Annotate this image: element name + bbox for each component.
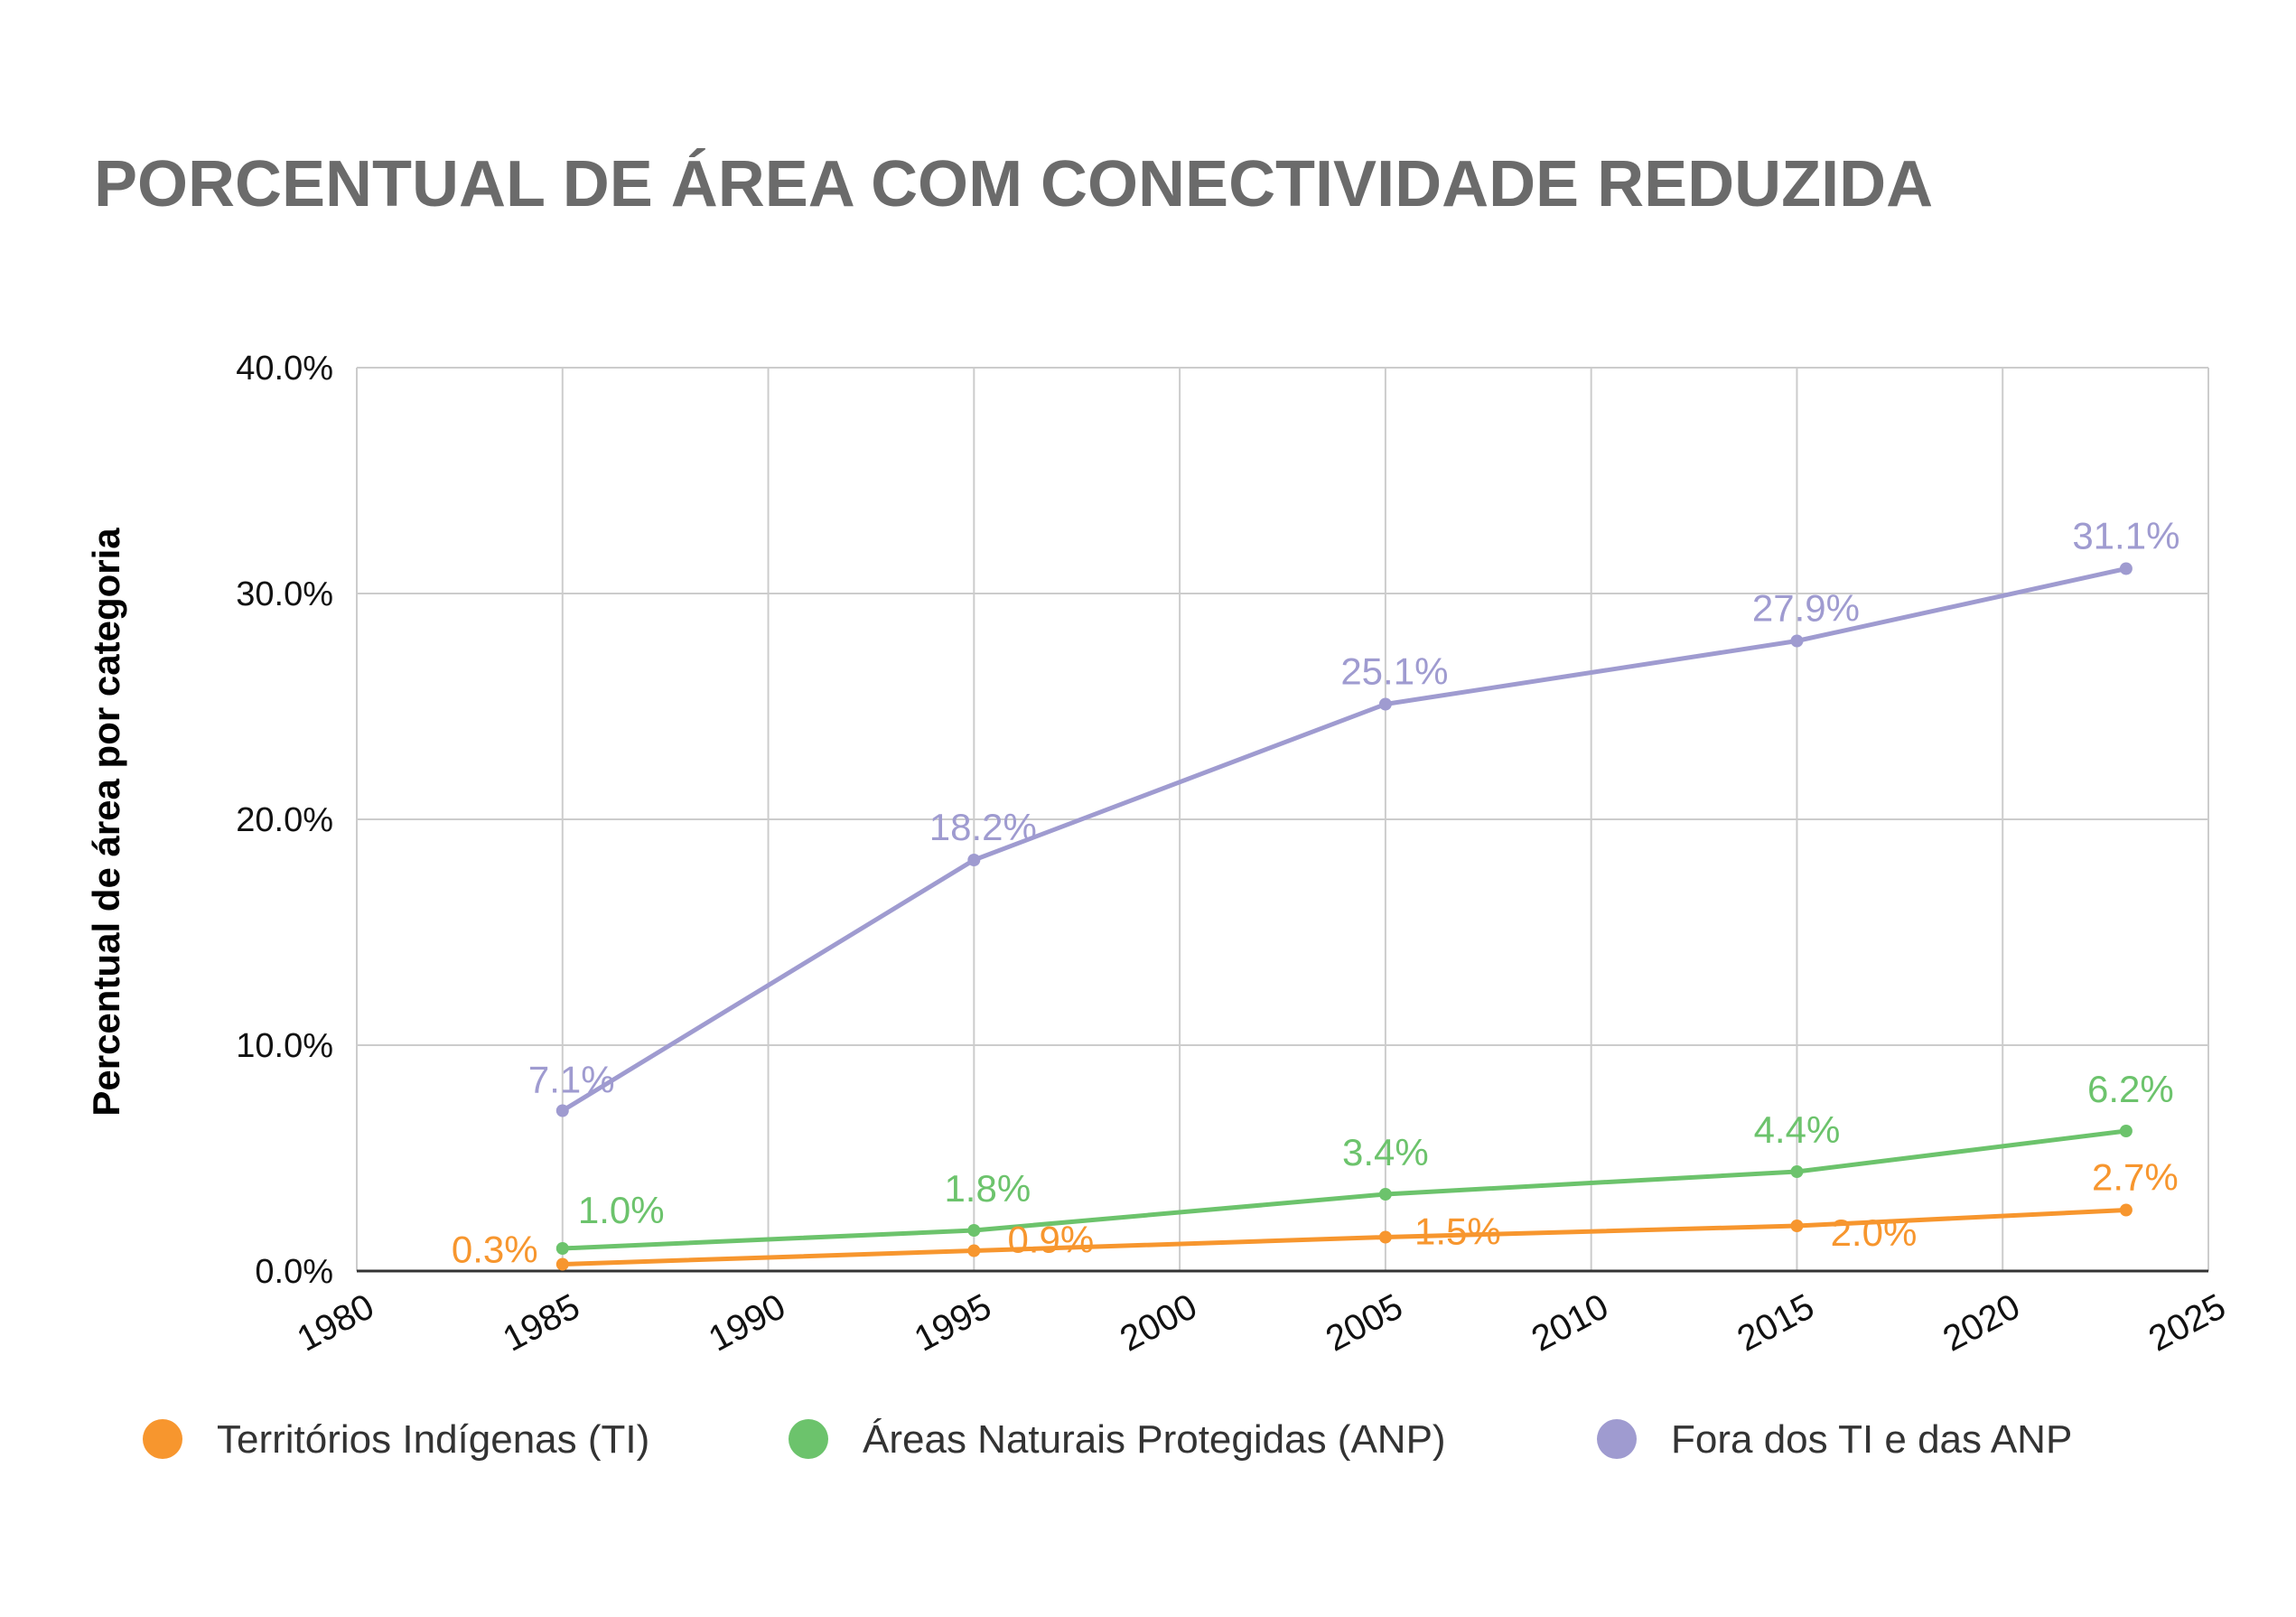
legend-label-1: Áreas Naturais Protegidas (ANP) [863,1417,1446,1462]
series-2-point [1790,634,1804,648]
grid [356,367,2209,1271]
series-0-data-label: 0.9% [1007,1219,1094,1261]
x-tick-label: 2015 [1731,1286,1820,1360]
series-2-point [967,854,981,866]
series-2-point [2119,562,2133,575]
series-0-data-label: 0.3% [452,1229,538,1271]
series-0-point [1790,1220,1804,1232]
series-1-point [555,1242,569,1255]
y-tick-label: 40.0% [236,350,333,388]
series-1-data-label: 4.4% [1754,1108,1841,1151]
series-2-data-label: 18.2% [929,806,1037,848]
x-tick-label: 1985 [497,1286,586,1360]
series-2-point [1378,697,1392,711]
series-1-point [1378,1188,1392,1201]
x-tick-label: 2025 [2142,1286,2232,1360]
series-0-point [555,1257,569,1271]
y-tick-label: 0.0% [255,1253,333,1291]
series-2-data-label: 25.1% [1340,650,1448,693]
series-group [555,562,2133,1271]
series-2-data-label: 27.9% [1752,587,1860,630]
series-0-point [1378,1230,1392,1244]
x-tick-label: 2000 [1114,1286,1203,1360]
series-0-point [2119,1203,2133,1217]
series-1-data-label: 6.2% [2087,1068,2174,1110]
legend-label-0: Territórios Indígenas (TI) [217,1417,649,1462]
series-0-data-label: 2.7% [2092,1156,2179,1199]
x-tick-label: 1990 [703,1286,792,1360]
y-tick-label: 10.0% [236,1027,333,1065]
legend: Territórios Indígenas (TI) Áreas Naturais… [143,1417,2072,1462]
x-tick-label: 1995 [908,1286,997,1360]
legend-marker-1 [789,1419,828,1459]
x-tick-label: 2010 [1526,1286,1615,1360]
chart-title: PORCENTUAL DE ÁREA COM CONECTIVIDADE RED… [94,148,1933,220]
legend-label-2: Fora dos TI e das ANP [1671,1417,2072,1462]
data-labels: 0.3% 0.9% 1.5% 2.0% 2.7% 1.0% 1.8% 3.4% 4.4% 6.2%… [452,515,2180,1271]
series-1-point [967,1224,981,1237]
legend-marker-2 [1597,1419,1637,1459]
y-tick-label: 30.0% [236,575,333,613]
y-axis-title: Percentual de área por categoria [85,528,127,1117]
x-tick-label: 1980 [291,1286,380,1360]
y-tick-label: 20.0% [236,801,333,839]
series-1-point [1790,1165,1804,1178]
series-1-data-label: 1.0% [578,1189,665,1231]
series-2-data-label: 31.1% [2072,515,2179,557]
x-tick-label: 2005 [1320,1286,1409,1360]
series-2-data-label: 7.1% [528,1059,615,1101]
series-1-data-label: 1.8% [944,1167,1031,1210]
series-1-point [2119,1125,2133,1137]
series-2-point [555,1104,569,1117]
legend-marker-0 [143,1419,182,1459]
series-1-data-label: 3.4% [1342,1131,1429,1173]
x-tick-label: 2020 [1937,1286,2026,1360]
series-0-data-label: 1.5% [1414,1210,1501,1253]
series-0-point [967,1244,981,1257]
series-0-data-label: 2.0% [1831,1211,1918,1254]
